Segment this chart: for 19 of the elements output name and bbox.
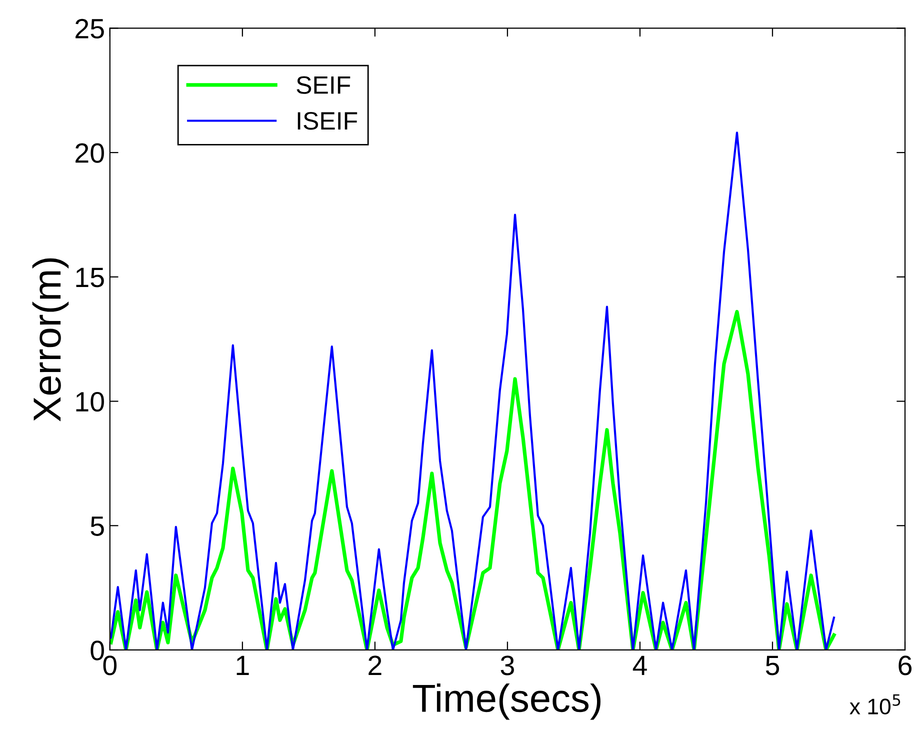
x-tick-label: 5 <box>766 656 780 676</box>
x-tick-label: 0 <box>103 656 117 676</box>
text: x 10$^{5}$ <box>850 694 900 714</box>
legend-label: SEIF <box>296 76 350 94</box>
x-tick-label: 3 <box>500 656 514 676</box>
x-axis-title: Time(secs) <box>412 684 600 720</box>
x-tick-label: 1 <box>236 656 249 675</box>
legend-label: ISEIF <box>298 112 358 130</box>
y-tick-label: 10 <box>76 392 104 412</box>
y-tick-label: 25 <box>76 18 104 39</box>
y-tick-label: 5 <box>90 516 104 536</box>
y-axis-title: Xerror(m) <box>32 258 69 422</box>
y-tick-label: 0 <box>90 640 104 660</box>
x-tick-label: 2 <box>368 656 382 675</box>
y-tick-label: 15 <box>76 268 104 288</box>
x-tick-label: 6 <box>898 656 912 676</box>
y-tick-label: 20 <box>76 143 104 163</box>
line-series <box>110 132 836 650</box>
x-tick-label: 4 <box>632 656 647 675</box>
